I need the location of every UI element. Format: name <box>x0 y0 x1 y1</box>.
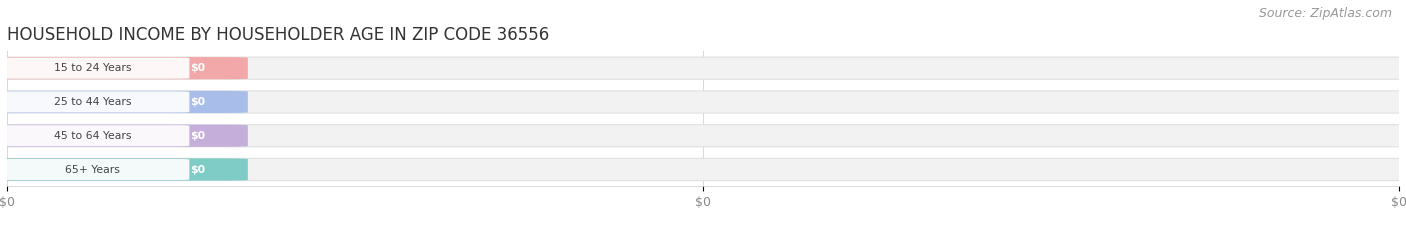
FancyBboxPatch shape <box>0 159 190 180</box>
FancyBboxPatch shape <box>0 91 247 113</box>
Text: $0: $0 <box>190 164 205 175</box>
Text: $0: $0 <box>190 97 205 107</box>
Text: 45 to 64 Years: 45 to 64 Years <box>53 131 131 141</box>
Text: $0: $0 <box>190 131 205 141</box>
Text: Source: ZipAtlas.com: Source: ZipAtlas.com <box>1258 7 1392 20</box>
FancyBboxPatch shape <box>0 91 190 113</box>
FancyBboxPatch shape <box>0 58 190 79</box>
Text: $0: $0 <box>190 63 205 73</box>
Text: HOUSEHOLD INCOME BY HOUSEHOLDER AGE IN ZIP CODE 36556: HOUSEHOLD INCOME BY HOUSEHOLDER AGE IN Z… <box>7 26 550 44</box>
FancyBboxPatch shape <box>0 91 1406 113</box>
FancyBboxPatch shape <box>0 125 1406 147</box>
FancyBboxPatch shape <box>0 158 247 181</box>
FancyBboxPatch shape <box>0 57 247 79</box>
Text: 25 to 44 Years: 25 to 44 Years <box>53 97 131 107</box>
FancyBboxPatch shape <box>0 158 1406 181</box>
FancyBboxPatch shape <box>0 125 247 147</box>
Text: 15 to 24 Years: 15 to 24 Years <box>53 63 131 73</box>
FancyBboxPatch shape <box>0 57 1406 79</box>
Text: 65+ Years: 65+ Years <box>65 164 120 175</box>
FancyBboxPatch shape <box>0 125 190 146</box>
